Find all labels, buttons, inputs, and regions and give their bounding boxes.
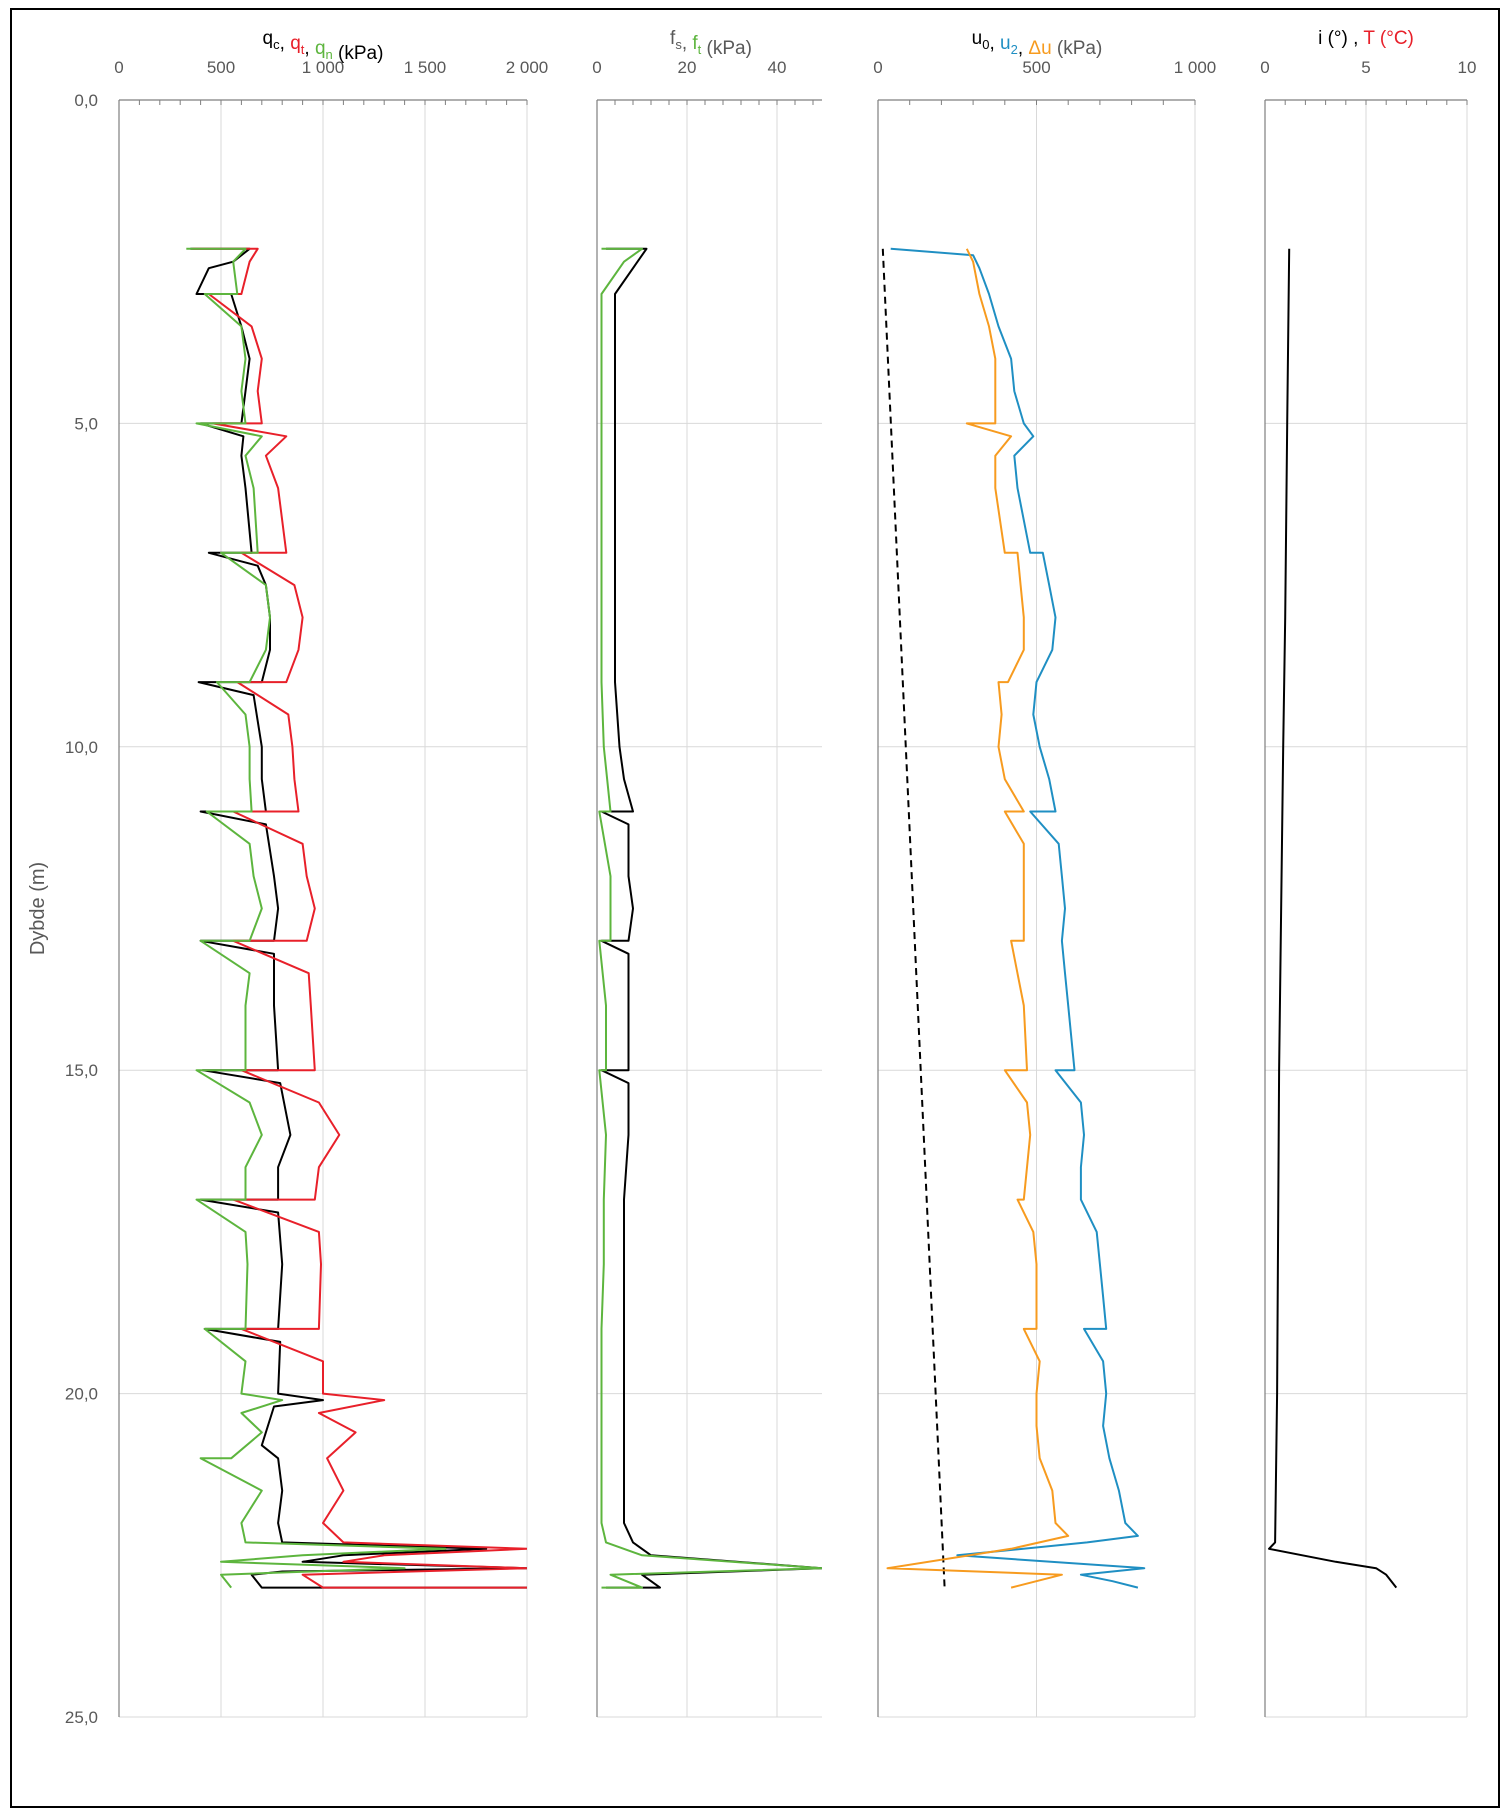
y-tick-label: 0,0 [74, 91, 98, 110]
x-tick-label: 0 [114, 58, 123, 77]
axis-title-part: (kPa) [701, 38, 752, 59]
y-tick-label: 5,0 [74, 414, 98, 433]
axis-title-part: T (°C) [1363, 28, 1414, 49]
x-tick-label: 2 000 [506, 58, 549, 77]
y-tick-label: 10,0 [65, 738, 98, 757]
axis-title-part: q [290, 33, 301, 54]
panel-4: 0 5 10 i (°) , T (°C) [1260, 28, 1477, 1718]
axis-title-subscript: t [301, 42, 305, 57]
series-u2 [890, 247, 1146, 1589]
axis-title-part: , [304, 38, 315, 59]
y-tick-label: 20,0 [65, 1385, 98, 1404]
axis-title: qc, qt, qn (kPa) [263, 28, 384, 64]
y-tick-label: 15,0 [65, 1061, 98, 1080]
axis-title-part: u [972, 28, 983, 49]
axis-title-part: (kPa) [1052, 38, 1103, 59]
axis-title-subscript: s [675, 37, 682, 52]
axis-title-part: , [1018, 38, 1029, 59]
axis-title-subscript: c [273, 37, 280, 52]
x-tick-label: 0 [1260, 58, 1269, 77]
axis-title-subscript: 0 [982, 37, 989, 52]
axis-title-subscript: n [326, 47, 333, 62]
x-tick-label: 0 [873, 58, 882, 77]
axis-title-part: , [989, 33, 1000, 54]
axis-title-subscript: t [698, 42, 702, 57]
axis-title-part: , [280, 33, 291, 54]
x-tick-label: 10 [1458, 58, 1477, 77]
series-ft [598, 247, 822, 1589]
series-qn [186, 247, 447, 1589]
series-qc [190, 247, 527, 1589]
axis-title: u0, u2, Δu (kPa) [972, 28, 1103, 59]
x-tick-label: 500 [1022, 58, 1050, 77]
series-u0 [881, 248, 946, 1588]
x-tick-label: 1 000 [1174, 58, 1217, 77]
x-tick-label: 20 [678, 58, 697, 77]
x-tick-label: 0 [592, 58, 601, 77]
axis-title-part: u [1000, 33, 1011, 54]
axis-title: fs, ft (kPa) [670, 28, 752, 59]
x-tick-label: 1 000 [302, 58, 345, 77]
figure-border [10, 8, 1500, 1808]
axis-title-part: f [670, 28, 676, 49]
x-tick-label: 40 [768, 58, 787, 77]
x-tick-label: 500 [207, 58, 235, 77]
y-tick-label: 25,0 [65, 1708, 98, 1727]
axis-title-part: q [263, 28, 274, 49]
y-axis-label: Dybde (m) [27, 862, 49, 955]
axis-title-subscript: 2 [1011, 42, 1018, 57]
x-tick-label: 1 500 [404, 58, 447, 77]
x-tick-label: 5 [1361, 58, 1370, 77]
axis-title-part: (kPa) [333, 43, 384, 64]
axis-title-part: Δu [1028, 38, 1051, 59]
axis-title-part: i (°) , [1318, 28, 1363, 49]
series-fs [600, 247, 822, 1589]
axis-title: i (°) , T (°C) [1318, 28, 1414, 49]
axis-title-part: , [682, 33, 693, 54]
axis-title-part: q [315, 38, 326, 59]
axis-title-part: f [692, 33, 698, 54]
series-i [1268, 248, 1398, 1589]
series-du [886, 248, 1070, 1589]
